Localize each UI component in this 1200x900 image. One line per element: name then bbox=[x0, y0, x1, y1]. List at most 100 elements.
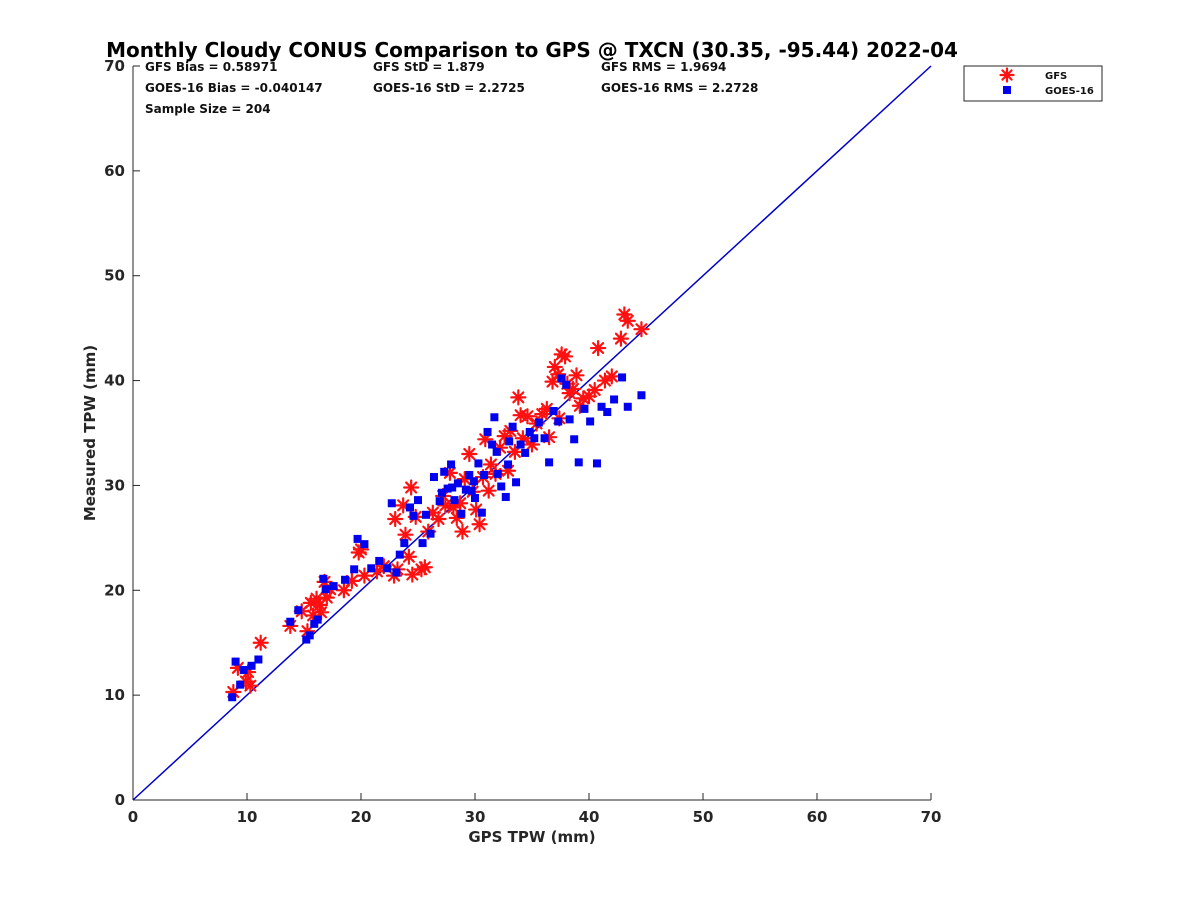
goes-16-point bbox=[461, 485, 470, 494]
goes-16-point bbox=[310, 619, 319, 628]
gfs-point bbox=[335, 582, 352, 599]
goes-16-point bbox=[329, 582, 338, 591]
gfs-point bbox=[461, 445, 478, 463]
goes-16-point bbox=[440, 467, 449, 476]
goes-16-point bbox=[521, 448, 530, 457]
x-tick-label: 30 bbox=[465, 808, 486, 826]
goes-16-point bbox=[421, 510, 430, 519]
stat-goes-rms: GOES-16 RMS = 2.2728 bbox=[601, 81, 758, 95]
goes-16-point bbox=[570, 435, 579, 444]
goes-16-point bbox=[294, 606, 303, 615]
goes-16-point bbox=[383, 564, 392, 573]
goes-16-point bbox=[501, 492, 510, 501]
goes-16-point bbox=[483, 427, 492, 436]
y-tick-label: 10 bbox=[104, 686, 125, 704]
goes-16-point bbox=[637, 391, 646, 400]
goes-16-point bbox=[525, 427, 534, 436]
gfs-point bbox=[225, 683, 242, 701]
x-tick-label: 50 bbox=[693, 808, 714, 826]
y-tick-label: 30 bbox=[104, 476, 125, 494]
x-tick-label: 40 bbox=[579, 808, 600, 826]
goes-16-point bbox=[516, 440, 525, 449]
goes-16-point bbox=[497, 482, 506, 491]
x-tick-label: 0 bbox=[128, 808, 138, 826]
gfs-point bbox=[416, 559, 433, 576]
goes-16-point bbox=[504, 460, 513, 469]
goes-16-point bbox=[574, 458, 583, 467]
goes-16-point bbox=[367, 564, 376, 573]
goes-16-point bbox=[321, 585, 330, 594]
gfs-point bbox=[403, 479, 420, 496]
goes-16-point bbox=[545, 458, 554, 467]
gfs-point bbox=[633, 321, 650, 338]
goes-16-point bbox=[508, 422, 517, 431]
goes-16-point bbox=[319, 574, 328, 583]
gfs-point bbox=[454, 523, 471, 540]
goes-16-point bbox=[469, 477, 478, 486]
goes-16-point bbox=[586, 417, 595, 426]
goes-16-point bbox=[580, 404, 589, 413]
goes-16-point bbox=[623, 402, 632, 411]
goes-16-point bbox=[387, 499, 396, 508]
gfs-point bbox=[242, 677, 259, 694]
goes-16-point bbox=[236, 680, 245, 689]
goes-16-point bbox=[450, 496, 459, 505]
y-tick-label: 0 bbox=[115, 791, 125, 809]
goes-16-point bbox=[610, 395, 619, 404]
goes-16-point bbox=[448, 483, 457, 492]
goes-16-point bbox=[228, 693, 237, 702]
goes-16-point bbox=[453, 479, 462, 488]
x-tick-label: 60 bbox=[807, 808, 828, 826]
goes-16-point bbox=[231, 657, 240, 666]
goes-16-point bbox=[400, 539, 409, 548]
gfs-point bbox=[619, 312, 636, 329]
x-ticks: 0 10 20 30 40 50 60 70 bbox=[128, 793, 941, 826]
goes-16-point bbox=[554, 417, 563, 426]
y-axis-label: Measured TPW (mm) bbox=[81, 345, 99, 521]
goes-16-point bbox=[534, 418, 543, 427]
chart-title: Monthly Cloudy CONUS Comparison to GPS @… bbox=[106, 38, 958, 62]
legend: GFS GOES-16 bbox=[963, 65, 1103, 102]
y-ticks: 0 10 20 30 40 50 60 70 bbox=[104, 57, 140, 809]
goes-16-point bbox=[443, 484, 452, 493]
goes-16-point bbox=[353, 534, 362, 543]
goes-16-point bbox=[512, 478, 521, 487]
points-layer bbox=[225, 306, 650, 702]
gfs-point bbox=[603, 368, 620, 385]
goes-16-point bbox=[406, 503, 415, 512]
legend-gfs-label: GFS bbox=[1045, 71, 1067, 82]
gfs-point bbox=[586, 381, 603, 399]
gfs-point bbox=[540, 429, 558, 446]
goes-16-point bbox=[341, 575, 350, 584]
gfs-point bbox=[430, 510, 447, 528]
goes-16-point bbox=[435, 497, 444, 506]
goes-16-point bbox=[350, 565, 359, 574]
goes-16-point bbox=[492, 447, 501, 456]
goes-16-point bbox=[457, 509, 466, 518]
y-tick-label: 20 bbox=[104, 581, 125, 599]
goes-16-point bbox=[477, 508, 486, 517]
goes-16-point bbox=[480, 470, 489, 479]
goes-16-point bbox=[592, 459, 601, 468]
gfs-point bbox=[356, 567, 373, 584]
goes-16-point bbox=[465, 470, 474, 479]
gfs-point bbox=[556, 348, 574, 365]
stat-goes-std: GOES-16 StD = 2.2725 bbox=[373, 81, 525, 95]
legend-goes-square-icon bbox=[1003, 86, 1011, 94]
goes-16-point bbox=[302, 635, 311, 644]
goes-16-point bbox=[474, 459, 483, 468]
goes-16-point bbox=[392, 568, 401, 577]
gfs-point bbox=[506, 443, 524, 460]
legend-gfs-asterisk-icon bbox=[999, 67, 1015, 83]
goes-16-point bbox=[375, 556, 384, 565]
goes-16-point bbox=[471, 494, 479, 503]
gfs-point bbox=[480, 482, 497, 499]
goes-16-point bbox=[488, 440, 497, 449]
stat-gfs-std: GFS StD = 1.879 bbox=[373, 60, 485, 74]
goes-16-point bbox=[557, 374, 566, 383]
goes-16-point bbox=[618, 373, 627, 382]
gfs-point bbox=[252, 634, 269, 651]
goes-16-point bbox=[254, 655, 263, 664]
goes-16-point bbox=[395, 550, 404, 559]
